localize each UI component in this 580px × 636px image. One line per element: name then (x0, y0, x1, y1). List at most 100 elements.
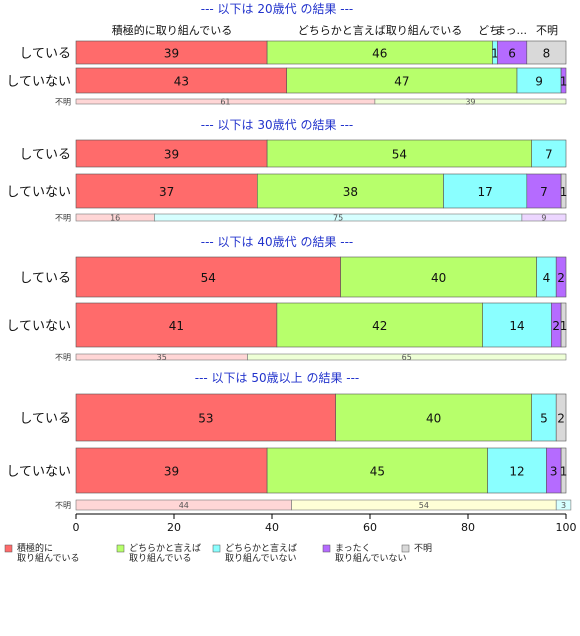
bar-segment (560, 447, 567, 494)
bar-segment (75, 393, 337, 442)
series-top-label: 積極的に取り組んでいる (112, 23, 232, 37)
data-label: 54 (392, 148, 407, 162)
bar-segment (560, 67, 567, 94)
data-label: 37 (159, 185, 174, 199)
bar-segment (286, 67, 518, 94)
data-label: 1 (560, 465, 568, 479)
unknown-data-label: 75 (333, 214, 343, 223)
row-label: していない (6, 75, 71, 90)
panel-title: --- 以下は 50歳以上 の結果 --- (195, 371, 360, 385)
bar-segment (560, 302, 567, 348)
data-label: 3 (550, 465, 558, 479)
unknown-row-label: 不明 (55, 353, 71, 362)
bar-segment (266, 447, 488, 494)
x-tick-label: 80 (461, 521, 475, 534)
bar-segment (75, 173, 258, 209)
data-label: 38 (343, 185, 358, 199)
bar-segment (276, 302, 483, 348)
series-top-label: どちらかと言えば取り組んでいる (298, 24, 462, 37)
data-label: 1 (560, 319, 568, 333)
legend-label: 積極的に (17, 542, 53, 554)
data-label: 1 (491, 47, 499, 61)
unknown-data-label: 65 (402, 353, 412, 362)
data-label: 14 (509, 319, 524, 333)
data-label: 2 (557, 271, 565, 285)
data-label: 45 (370, 465, 385, 479)
data-label: 39 (164, 465, 179, 479)
legend-swatch (401, 544, 410, 553)
series-top-label: 不明 (536, 24, 558, 37)
x-tick-label: 0 (73, 521, 80, 534)
legend-label: 不明 (414, 543, 432, 554)
unknown-bar-segment (555, 499, 572, 511)
data-label: 40 (426, 412, 441, 426)
data-label: 47 (394, 75, 409, 89)
data-label: 46 (372, 47, 387, 61)
bar-segment (555, 393, 567, 442)
data-label: 39 (164, 47, 179, 61)
bar-segment (531, 393, 557, 442)
data-label: 41 (169, 319, 184, 333)
row-label: している (19, 47, 71, 62)
row-label: していない (6, 465, 71, 480)
unknown-bar-segment (247, 353, 567, 361)
data-label: 4 (543, 271, 551, 285)
legend-swatch (212, 544, 221, 553)
legend-label: どちらかと言えば (225, 542, 297, 554)
row-label: している (19, 148, 71, 163)
legend-label: どちらかと言えば (129, 542, 201, 554)
data-label: 6 (508, 47, 516, 61)
row-label: している (19, 271, 71, 286)
unknown-row-label: 不明 (55, 98, 71, 107)
data-label: 7 (540, 185, 548, 199)
bar-segment (75, 256, 341, 298)
bar-segment (256, 173, 444, 209)
x-tick-label: 20 (167, 521, 181, 534)
unknown-data-label: 44 (179, 501, 189, 510)
bar-segment (560, 173, 567, 209)
data-label: 53 (198, 412, 213, 426)
unknown-data-label: 35 (157, 353, 167, 362)
legend-label: 取り組んでいる (17, 552, 80, 564)
unknown-data-label: 61 (220, 98, 230, 107)
data-label: 40 (431, 271, 446, 285)
bar-segment (526, 40, 567, 65)
data-label: 17 (478, 185, 493, 199)
legend-swatch (4, 544, 13, 553)
bar-segment (340, 256, 537, 298)
data-label: 7 (545, 148, 553, 162)
bar-segment (555, 256, 567, 298)
bar-segment (482, 302, 552, 348)
bar-segment (75, 67, 287, 94)
unknown-bar-segment (374, 98, 567, 105)
data-label: 2 (557, 412, 565, 426)
bar-segment (335, 393, 533, 442)
data-label: 8 (543, 47, 551, 61)
bar-segment (75, 139, 268, 168)
data-label: 43 (174, 75, 189, 89)
legend-label: 取り組んでいない (225, 552, 297, 564)
bar-segment (516, 67, 562, 94)
row-label: している (19, 412, 71, 427)
bar-segment (266, 139, 533, 168)
data-label: 42 (372, 319, 387, 333)
unknown-bar-segment (521, 213, 567, 222)
unknown-data-label: 16 (110, 214, 120, 223)
unknown-row-label: 不明 (55, 501, 71, 510)
data-label: 1 (560, 185, 568, 199)
x-tick-label: 100 (556, 521, 577, 534)
legend-swatch (116, 544, 125, 553)
bar-segment (531, 139, 567, 168)
data-label: 9 (535, 75, 543, 89)
data-label: 12 (509, 465, 524, 479)
legend-swatch (322, 544, 331, 553)
panel-title: --- 以下は 40歳代 の結果 --- (201, 235, 354, 249)
legend-label: まったく (335, 543, 371, 554)
series-top-label: まっ... (495, 24, 527, 37)
series-top-label: どち (478, 24, 500, 37)
bar-segment (75, 302, 278, 348)
bar-segment (526, 173, 562, 209)
unknown-data-label: 9 (541, 214, 546, 223)
data-label: 39 (164, 148, 179, 162)
